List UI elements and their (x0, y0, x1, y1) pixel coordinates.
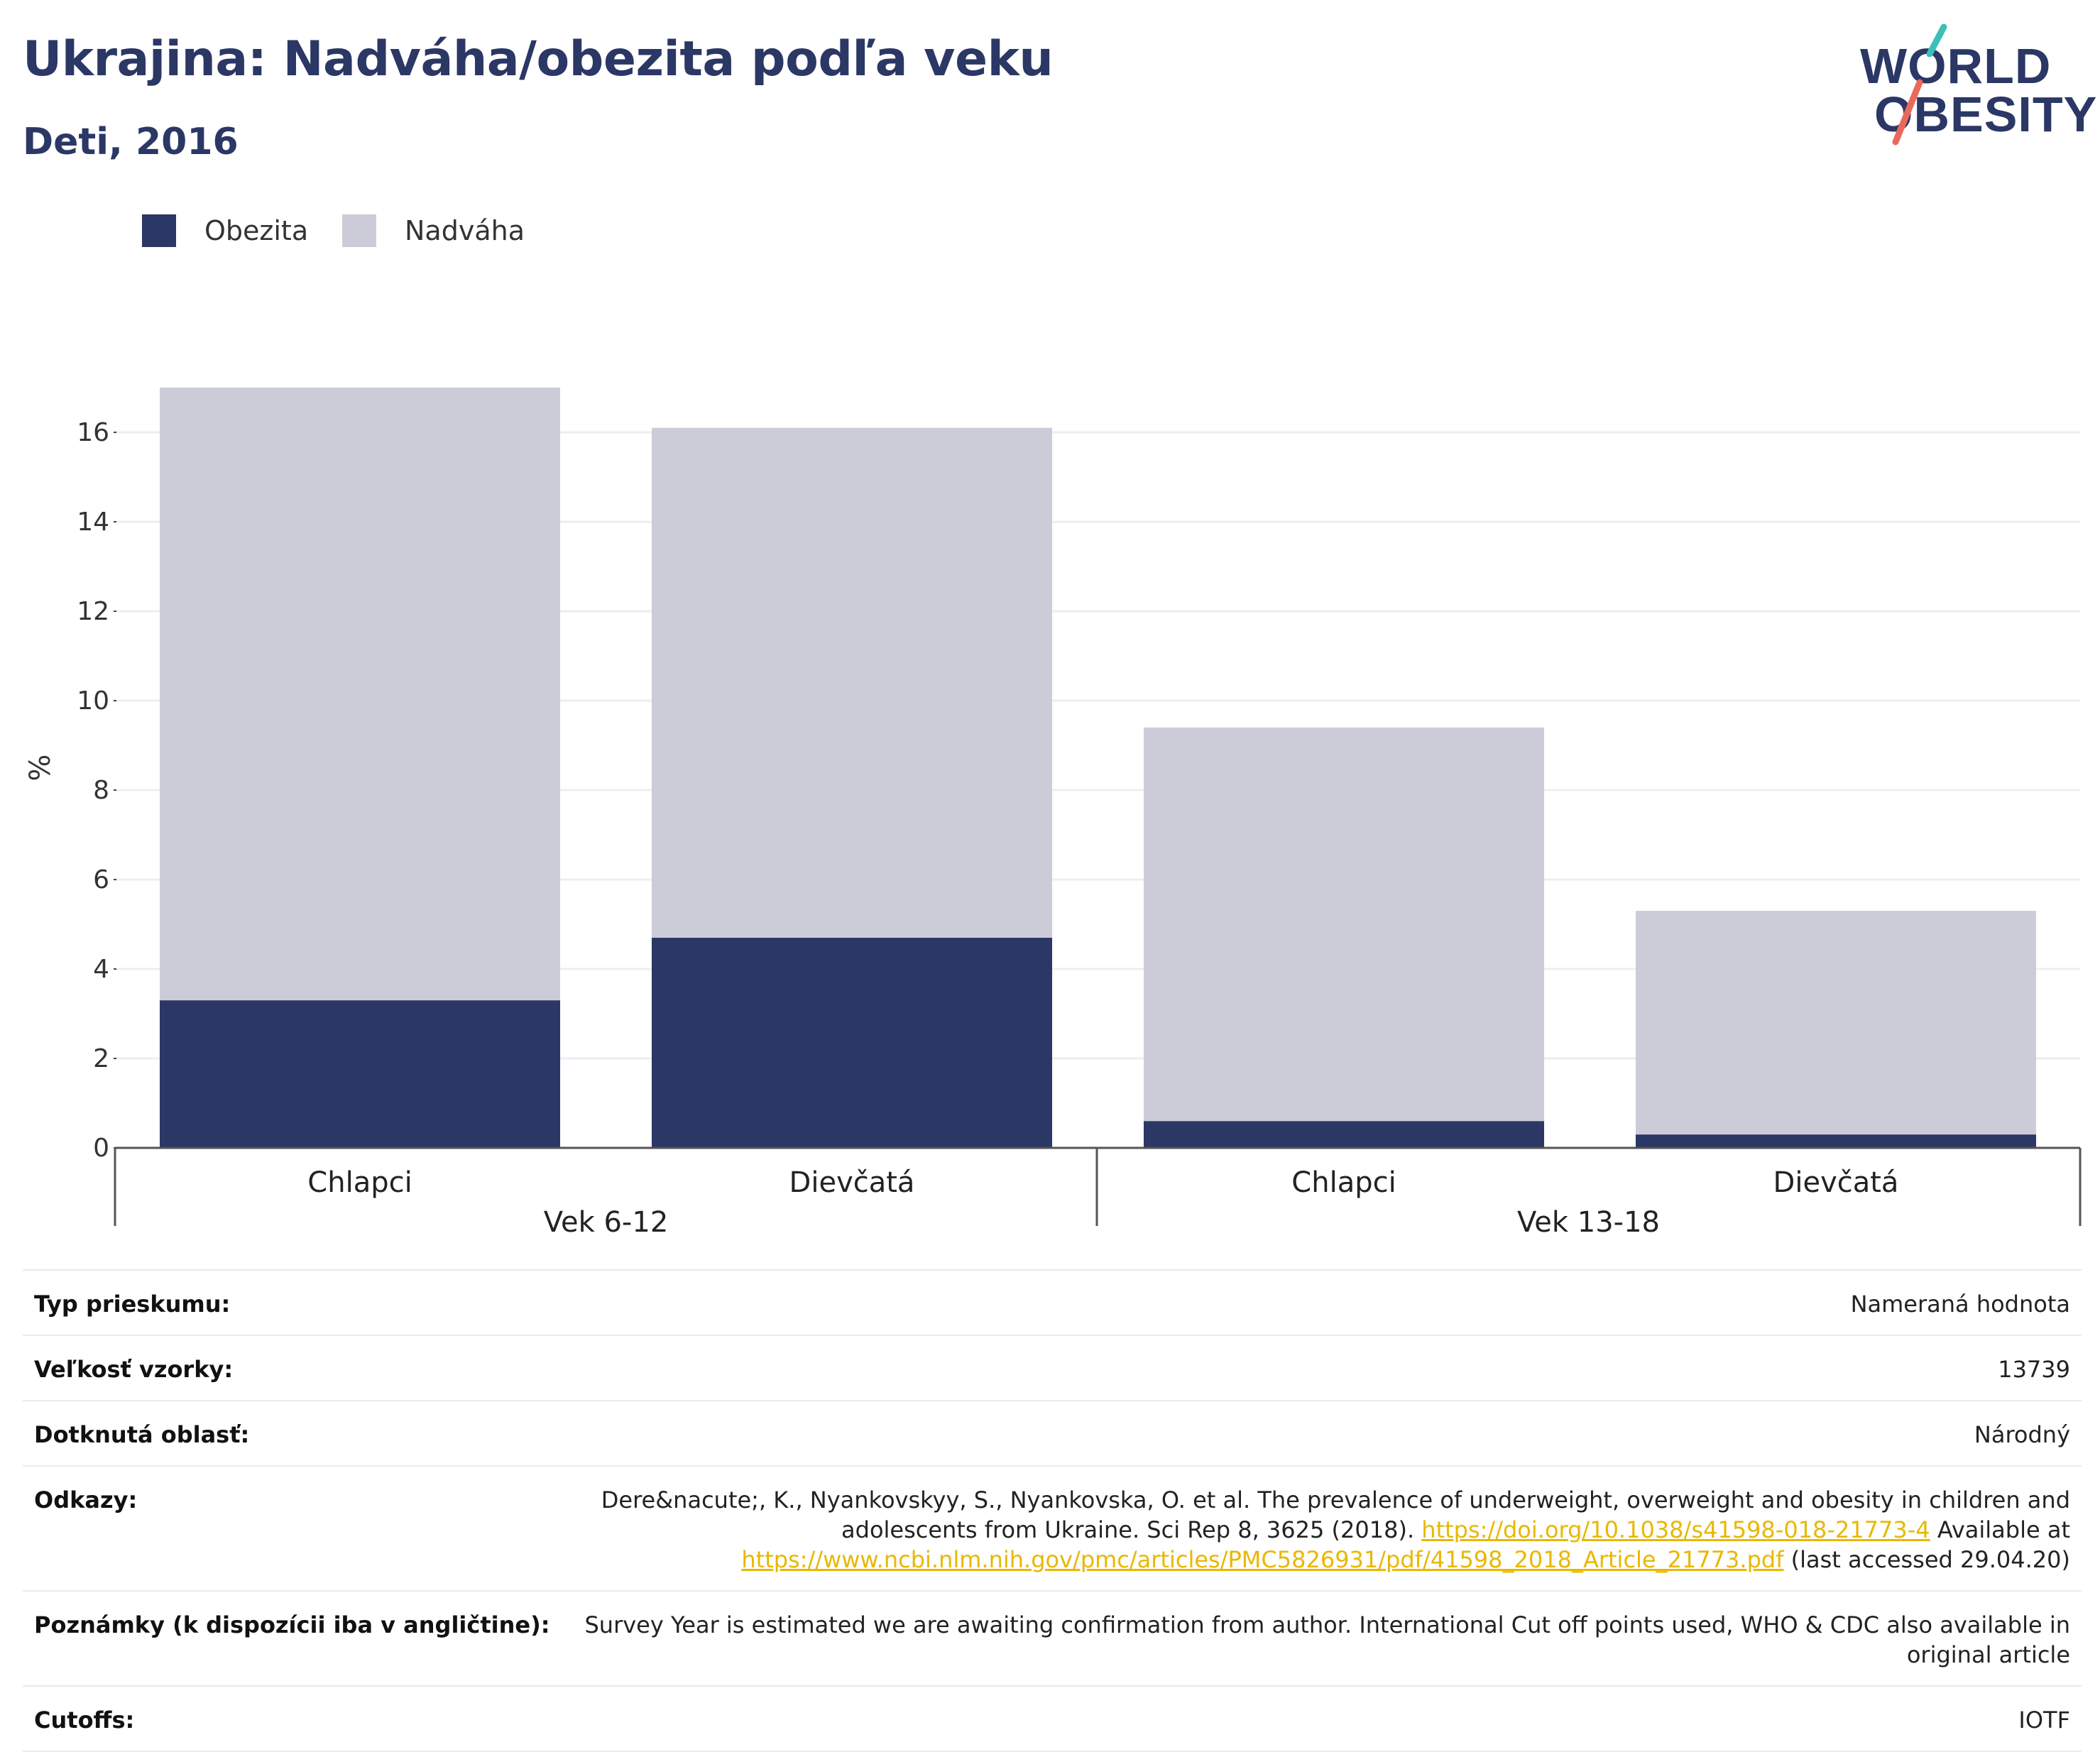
page-title: Ukrajina: Nadváha/obezita podľa veku (23, 31, 1054, 87)
legend-swatch-overweight (342, 214, 376, 247)
references-text-3: (last accessed 29.04.20) (1783, 1546, 2070, 1573)
sample-size-label: Veľkosť vzorky: (34, 1356, 234, 1383)
details-row-notes: Poznámky (k dispozícii iba v angličtine)… (23, 1592, 2082, 1687)
area-label: Dotknutá oblasť: (34, 1421, 250, 1448)
bar-obesity (160, 1000, 560, 1148)
bar-obesity (652, 937, 1052, 1148)
references-value: Dere&nacute;, K., Nyankovskyy, S., Nyank… (508, 1485, 2070, 1575)
details-row-references: Odkazy: Dere&nacute;, K., Nyankovskyy, S… (23, 1467, 2082, 1592)
y-tick-label: 14 (77, 508, 109, 537)
area-value: Národný (1974, 1421, 2070, 1448)
references-label: Odkazy: (34, 1487, 138, 1513)
bar-overweight (1636, 911, 2036, 1135)
details-row-area: Dotknutá oblasť: Národný (23, 1401, 2082, 1467)
y-tick-label: 8 (93, 776, 109, 805)
survey-details-table: Typ prieskumu: Nameraná hodnota Veľkosť … (23, 1269, 2082, 1752)
y-tick-label: 6 (93, 865, 109, 894)
references-text-1: Dere&nacute;, K., Nyankovskyy, S., Nyank… (601, 1487, 2070, 1543)
logo-slash-icon (1892, 23, 1947, 146)
bar-overweight (652, 427, 1052, 938)
page-subtitle: Deti, 2016 (23, 121, 239, 163)
x-category-label: Chlapci (1291, 1166, 1396, 1199)
y-tick-label: 2 (93, 1044, 109, 1073)
reference-pdf-link[interactable]: https://www.ncbi.nlm.nih.gov/pmc/article… (741, 1546, 1784, 1573)
logo-line-1: WORLD (1860, 38, 2052, 94)
survey-type-value: Nameraná hodnota (1850, 1291, 2070, 1318)
y-tick-label: 12 (77, 597, 109, 626)
bar-obesity (1636, 1134, 2036, 1148)
survey-type-label: Typ prieskumu: (34, 1291, 231, 1318)
bar-overweight (160, 388, 560, 1001)
references-text-2: Available at (1930, 1516, 2070, 1543)
x-category-label: Dievčatá (789, 1166, 915, 1199)
legend-item-obesity[interactable]: Obezita (142, 213, 308, 248)
y-tick-label: 4 (93, 955, 109, 984)
cutoffs-label: Cutoffs: (34, 1707, 135, 1734)
y-tick-label: 0 (93, 1134, 109, 1163)
y-tick-label: 10 (77, 686, 109, 716)
notes-label: Poznámky (k dispozícii iba v angličtine)… (34, 1611, 550, 1638)
bar-chart: 0 2 4 6 8 10 12 14 16% Chlapci Dievčatá Chlapci Diev… (24, 388, 2082, 1239)
x-category-label: Chlapci (307, 1166, 412, 1199)
x-group-label: Vek 6-12 (544, 1206, 669, 1239)
cutoffs-value: IOTF (2018, 1707, 2070, 1734)
notes-value: Survey Year is estimated we are awaiting… (584, 1611, 2070, 1668)
y-tick-label: 16 (77, 418, 109, 447)
legend-item-overweight[interactable]: Nadváha (342, 213, 525, 248)
sample-size-value: 13739 (1998, 1356, 2070, 1383)
details-row-cutoffs: Cutoffs: IOTF (23, 1687, 2082, 1752)
details-row-sample-size: Veľkosť vzorky: 13739 (23, 1336, 2082, 1401)
legend-swatch-obesity (142, 214, 176, 247)
bar-overweight (1144, 727, 1544, 1122)
legend-label-overweight: Nadváha (405, 215, 525, 246)
x-category-label: Dievčatá (1773, 1166, 1899, 1199)
world-obesity-logo: WORLD OBESITY (1846, 21, 2096, 149)
x-group-label: Vek 13-18 (1517, 1206, 1660, 1239)
y-axis-label: % (24, 754, 57, 781)
legend-label-obesity: Obezita (204, 215, 309, 246)
bar-obesity (1144, 1121, 1544, 1148)
details-row-survey-type: Typ prieskumu: Nameraná hodnota (23, 1271, 2082, 1336)
reference-doi-link[interactable]: https://doi.org/10.1038/s41598-018-21773… (1421, 1516, 1930, 1543)
